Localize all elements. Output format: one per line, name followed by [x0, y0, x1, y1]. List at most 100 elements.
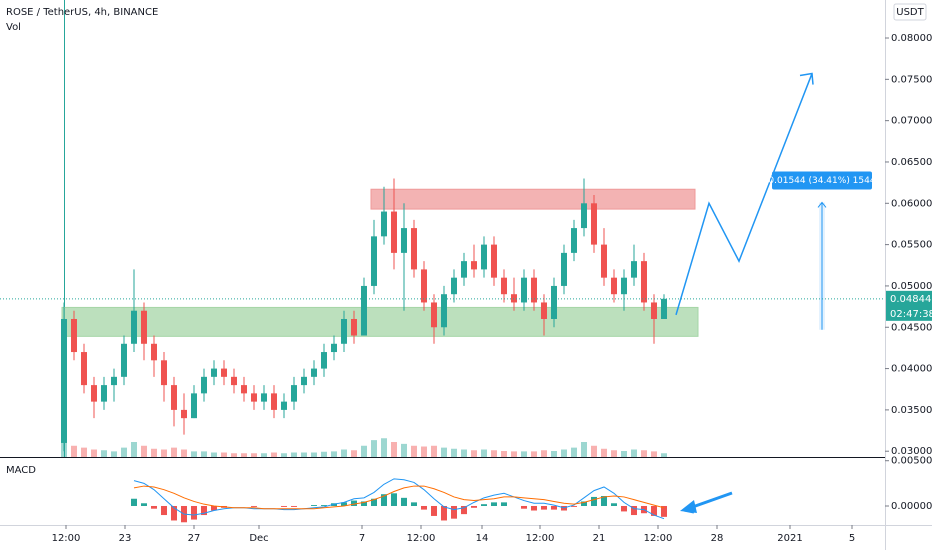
volume-bar [661, 453, 667, 457]
macd-label: MACD [6, 465, 36, 476]
candle-body [251, 393, 257, 402]
volume-bar [481, 449, 487, 457]
macd-histogram-bar [461, 505, 467, 515]
volume-bar [491, 450, 497, 457]
volume-bar [271, 452, 277, 457]
candle-body [281, 401, 287, 410]
chart-title: ROSE / TetherUS, 4h, BINANCE [6, 7, 158, 18]
candle-body [601, 244, 607, 278]
macd-histogram-bar [251, 505, 257, 507]
macd-histogram-bar [581, 501, 587, 506]
measure-arrow [817, 201, 827, 208]
x-tick-label: 12:00 [526, 533, 555, 544]
macd-histogram-bar [621, 505, 627, 512]
candle-body [111, 376, 117, 386]
macd-histogram-bar [541, 505, 547, 510]
candle-body [301, 376, 307, 386]
candle-body [171, 385, 177, 410]
macd-histogram-bar [311, 505, 317, 506]
volume-bar [241, 453, 247, 457]
macd-histogram-bar [521, 505, 527, 509]
macd-histogram-bar [661, 505, 667, 517]
candle-body [641, 261, 647, 303]
macd-histogram-bar [291, 505, 297, 507]
volume-bar [201, 451, 207, 457]
candle-body [91, 385, 97, 402]
volume-bar [221, 452, 227, 457]
macd-histogram-bar [381, 494, 387, 506]
volume-bar [561, 449, 567, 457]
y-tick-label: 0.07000 [891, 116, 932, 127]
candle-body [521, 277, 527, 303]
candle-body [661, 298, 667, 319]
volume-bar [541, 450, 547, 457]
volume-bar [511, 451, 517, 457]
last-price-box [886, 290, 932, 321]
candle-body [571, 228, 577, 253]
macd-histogram-bar [591, 496, 597, 506]
candle-body [461, 261, 467, 278]
candle-body [221, 368, 227, 377]
x-tick-label: 12:00 [407, 533, 436, 544]
candle-body [421, 269, 427, 303]
candle-body [311, 368, 317, 377]
candle-body [401, 228, 407, 253]
volume-bar [641, 450, 647, 457]
macd-histogram-bar [481, 504, 487, 506]
volume-bar [251, 453, 257, 457]
volume-bar [611, 450, 617, 457]
currency-box[interactable] [893, 3, 927, 21]
macd-histogram-bar [321, 505, 327, 506]
candle-body [451, 277, 457, 295]
y-tick-label: 0.05500 [891, 240, 932, 251]
candle-body [151, 343, 157, 361]
candle-body [241, 385, 247, 394]
zone [61, 306, 699, 337]
candle-body [491, 244, 497, 278]
volume-bar [451, 448, 457, 457]
macd-histogram-bar [171, 505, 177, 521]
x-tick-label: 14 [476, 533, 489, 544]
volume-bar [181, 449, 187, 457]
volume-bar [321, 451, 327, 457]
projection-arrowhead [799, 72, 814, 85]
annotation-arrowhead [680, 500, 697, 513]
candle-body [341, 318, 347, 344]
macd-histogram-bar [131, 498, 137, 506]
volume-bar [311, 452, 317, 457]
candle-body [201, 376, 207, 394]
candle-body [61, 318, 67, 443]
macd-histogram-bar [431, 505, 437, 516]
macd-histogram-bar [151, 505, 157, 509]
volume-bar [461, 449, 467, 457]
candle-body [431, 302, 437, 328]
volume-bar [291, 452, 297, 457]
x-tick-label: 27 [188, 533, 201, 544]
volume-bar [71, 445, 77, 457]
macd-histogram-bar [371, 498, 377, 506]
candle-body [471, 261, 477, 270]
y-tick-label: 0.04500 [891, 322, 932, 333]
macd-histogram-bar [631, 505, 637, 516]
volume-bar [301, 452, 307, 457]
volume-bar [281, 453, 287, 457]
macd-histogram-bar [501, 502, 507, 506]
y-tick-label: 0.03000 [891, 446, 932, 457]
volume-bar [121, 447, 127, 457]
y-tick-label: 0.08000 [891, 33, 932, 44]
volume-bar [331, 451, 337, 457]
candle-body [271, 393, 277, 410]
measure-label: 0.01544 (34.41%) 1544 [768, 176, 875, 186]
macd-histogram-bar [531, 505, 537, 511]
x-tick-label: 12:00 [644, 533, 673, 544]
measure-label-box [772, 171, 872, 190]
candle-body [181, 409, 187, 419]
macd-histogram-bar [211, 505, 217, 511]
macd-histogram-bar [351, 500, 357, 506]
candle-body [121, 343, 127, 377]
macd-histogram-bar [201, 505, 207, 516]
candle-body [631, 261, 637, 278]
volume-bar [631, 449, 637, 457]
volume-bar [531, 451, 537, 457]
macd-histogram-bar [391, 493, 397, 506]
